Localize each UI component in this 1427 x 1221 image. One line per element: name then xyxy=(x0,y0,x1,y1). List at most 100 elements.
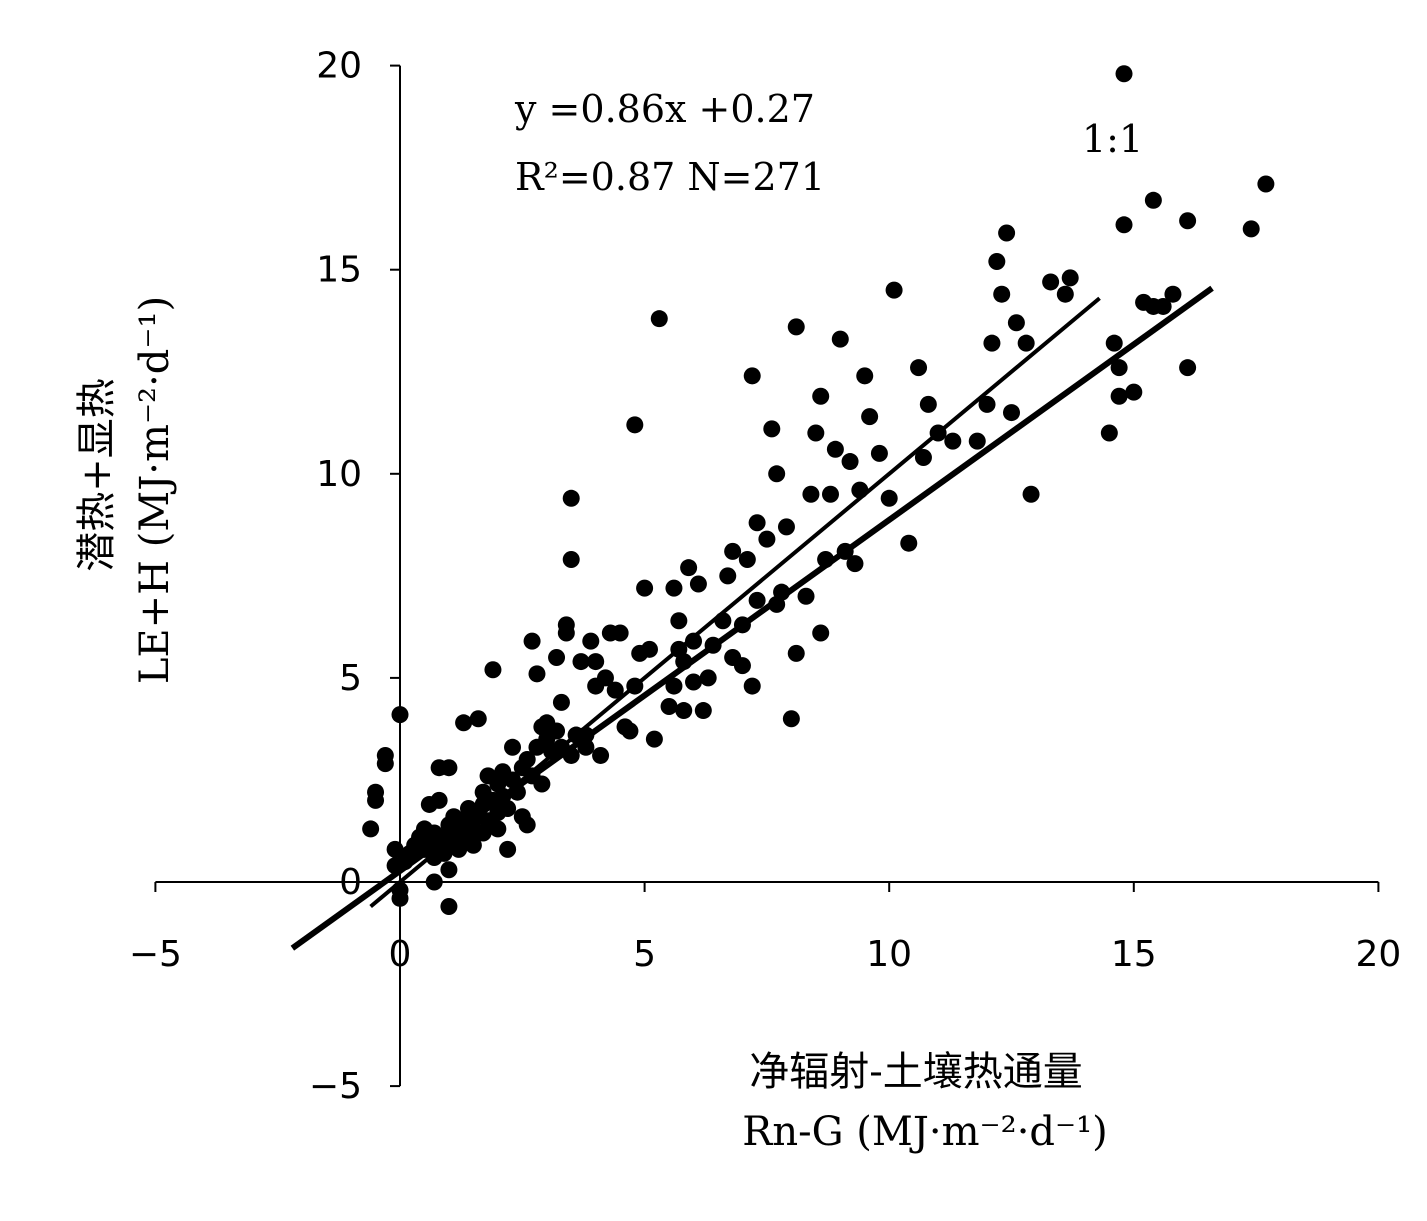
data-point xyxy=(440,759,458,777)
data-point xyxy=(1110,359,1128,377)
data-point xyxy=(1154,297,1172,315)
data-point xyxy=(675,702,693,720)
data-point xyxy=(841,453,859,471)
data-point xyxy=(362,820,380,838)
data-point xyxy=(1007,314,1025,332)
data-point xyxy=(758,530,776,548)
regression-stats: R²=0.87 N=271 xyxy=(515,155,825,199)
data-point xyxy=(455,714,473,732)
data-point xyxy=(469,710,487,728)
data-point xyxy=(988,253,1006,271)
data-point xyxy=(582,632,600,650)
data-point xyxy=(978,395,996,413)
data-point xyxy=(826,440,844,458)
data-point xyxy=(797,587,815,605)
data-point xyxy=(430,791,448,809)
data-point xyxy=(611,624,629,642)
data-point xyxy=(484,661,502,679)
data-point xyxy=(572,653,590,671)
data-point xyxy=(983,334,1001,352)
data-point xyxy=(1242,220,1260,238)
data-point xyxy=(733,657,751,675)
data-point xyxy=(998,224,1016,242)
data-point xyxy=(533,775,551,793)
data-point xyxy=(1125,383,1143,401)
x-axis-label-cn: 净辐射-土壤热通量 xyxy=(749,1049,1083,1095)
data-point xyxy=(1061,269,1079,287)
data-point xyxy=(562,551,580,569)
data-point xyxy=(748,514,766,532)
data-point xyxy=(856,367,874,385)
x-tick-label: 0 xyxy=(389,934,412,975)
data-point xyxy=(1105,334,1123,352)
data-point xyxy=(523,632,541,650)
data-point xyxy=(548,722,566,740)
data-point xyxy=(685,673,703,691)
data-point xyxy=(699,669,717,687)
regression-lines xyxy=(290,285,1214,951)
data-point xyxy=(1179,212,1197,230)
y-tick-label: −5 xyxy=(309,1066,362,1107)
data-point xyxy=(1022,485,1040,503)
data-point xyxy=(919,395,937,413)
data-point xyxy=(885,281,903,299)
data-point xyxy=(665,579,683,597)
y-axis-label-en: LE+H (MJ·m⁻²·d⁻¹) xyxy=(132,296,178,684)
data-point xyxy=(650,310,668,328)
data-point xyxy=(386,840,404,858)
data-point xyxy=(1115,216,1133,234)
data-point xyxy=(763,420,781,438)
data-point xyxy=(518,816,536,834)
data-point xyxy=(626,416,644,434)
data-point xyxy=(724,542,742,560)
data-point xyxy=(812,387,830,405)
data-point xyxy=(606,681,624,699)
data-point xyxy=(968,432,986,450)
x-tick-label: 5 xyxy=(633,934,656,975)
data-point xyxy=(1110,387,1128,405)
x-tick-label: 15 xyxy=(1111,934,1157,975)
y-tick-label: 20 xyxy=(316,46,362,87)
data-point xyxy=(846,555,864,573)
data-point xyxy=(450,840,468,858)
data-point xyxy=(807,424,825,442)
data-point xyxy=(645,730,663,748)
data-point xyxy=(694,702,712,720)
data-point xyxy=(1164,285,1182,303)
data-point xyxy=(870,444,888,462)
data-point xyxy=(665,677,683,695)
data-point xyxy=(1042,273,1060,291)
data-point xyxy=(1017,334,1035,352)
data-point xyxy=(621,722,639,740)
data-point xyxy=(592,746,610,764)
data-point xyxy=(1003,404,1020,422)
data-point xyxy=(464,836,482,854)
data-point xyxy=(743,367,761,385)
data-point xyxy=(518,751,536,769)
data-point xyxy=(802,485,820,503)
data-point xyxy=(743,677,761,695)
data-point xyxy=(861,408,879,426)
data-point xyxy=(748,591,766,609)
data-point xyxy=(670,612,688,630)
data-point xyxy=(587,653,605,671)
data-point xyxy=(719,567,737,585)
data-point xyxy=(391,889,409,907)
data-point xyxy=(1144,191,1162,209)
data-point xyxy=(689,575,707,593)
data-point xyxy=(552,693,570,711)
x-tick-label: 20 xyxy=(1355,934,1401,975)
data-point xyxy=(636,579,654,597)
fit-line xyxy=(290,285,1214,951)
data-point xyxy=(557,616,575,634)
y-axis-label-cn: 潜热+显热 xyxy=(74,378,120,572)
data-point xyxy=(562,489,580,507)
data-point xyxy=(440,897,458,915)
one-to-one-label: 1:1 xyxy=(1082,117,1143,161)
data-point xyxy=(499,840,517,858)
data-point xyxy=(944,432,962,450)
data-point xyxy=(782,710,800,728)
data-point xyxy=(596,669,614,687)
data-point xyxy=(914,448,932,466)
labels: y =0.86x +0.27 R²=0.87 N=271 1:1 净辐射-土壤热… xyxy=(74,87,1143,1155)
